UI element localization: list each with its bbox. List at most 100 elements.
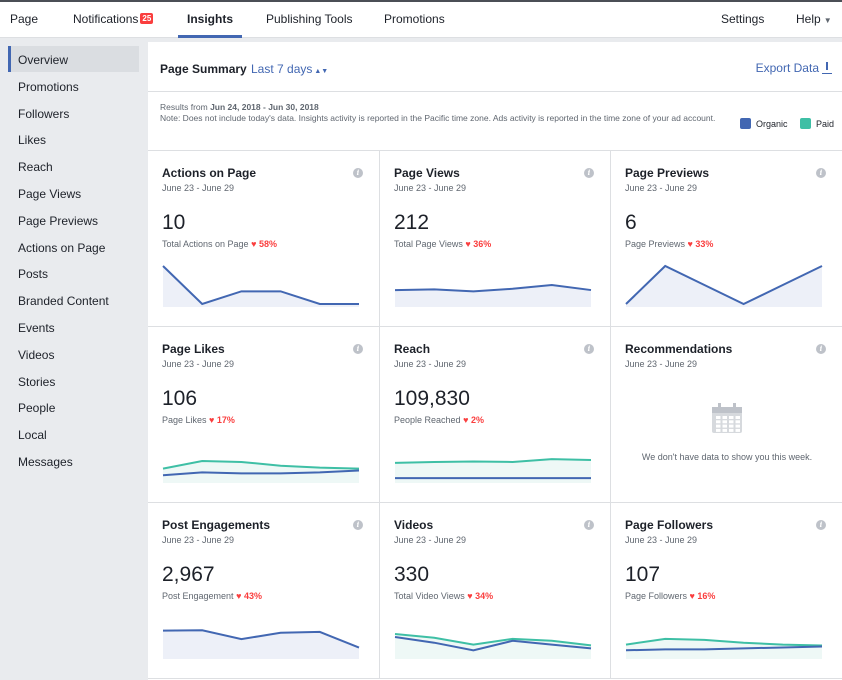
card-actions-on-page[interactable]: Actions on Page June 23 - June 29 i 10 Total… xyxy=(148,151,380,327)
metric-delta: ♥ 2% xyxy=(463,415,484,425)
paid-series-line xyxy=(162,459,360,470)
export-data-button[interactable]: Export Data xyxy=(756,61,832,75)
info-icon[interactable]: i xyxy=(816,168,826,178)
card-reach[interactable]: Reach June 23 - June 29 i 109,830 People Rea… xyxy=(380,327,611,503)
card-date-range: June 23 - June 29 xyxy=(625,183,698,193)
organic-series-line xyxy=(625,645,823,652)
page-summary-header: Page Summary Last 7 days ▲▼ Export Data xyxy=(148,42,842,92)
paid-series-area xyxy=(163,461,359,483)
sidebar-item-events[interactable]: Events xyxy=(18,321,55,335)
sidebar-item-followers[interactable]: Followers xyxy=(18,106,70,121)
organic-series-line xyxy=(162,629,360,649)
card-date-range: June 23 - June 29 xyxy=(162,359,235,369)
nav-help-label: Help xyxy=(796,12,821,26)
metric-value: 109,830 xyxy=(394,387,470,410)
active-tab-indicator xyxy=(178,35,242,38)
card-date-range: June 23 - June 29 xyxy=(162,183,235,193)
sidebar-item-actions-on-page[interactable]: Actions on Page xyxy=(18,240,106,255)
metric-value: 330 xyxy=(394,563,430,586)
sparkline-chart xyxy=(162,265,359,307)
nav-notifications[interactable]: Notifications 25 xyxy=(73,12,154,26)
calendar-icon xyxy=(712,403,742,433)
card-title: Post Engagements xyxy=(162,518,271,532)
metric-value: 6 xyxy=(625,211,637,234)
organic-series-line xyxy=(394,636,592,652)
info-icon[interactable]: i xyxy=(353,344,363,354)
metric-label-text: Page Followers xyxy=(625,591,688,601)
card-page-likes[interactable]: Page Likes June 23 - June 29 i 106 Page Like… xyxy=(148,327,380,503)
card-post-engagements[interactable]: Post Engagements June 23 - June 29 i 2,967 P… xyxy=(148,503,380,679)
nav-insights[interactable]: Insights xyxy=(187,12,234,26)
metric-label: Total Page Views ♥ 36% xyxy=(394,239,491,249)
sidebar-item-overview[interactable]: Overview xyxy=(8,46,139,72)
sidebar-item-messages[interactable]: Messages xyxy=(18,455,73,469)
metric-delta-value: 43% xyxy=(243,591,262,601)
sparkline-chart xyxy=(162,459,360,483)
info-icon[interactable]: i xyxy=(584,344,594,354)
metric-delta-value: 34% xyxy=(475,591,494,601)
metric-delta-value: 2% xyxy=(470,415,484,425)
info-icon[interactable]: i xyxy=(816,344,826,354)
sidebar-item-page-previews[interactable]: Page Previews xyxy=(18,213,99,228)
nav-page[interactable]: Page xyxy=(10,12,39,26)
date-range-label: Last 7 days xyxy=(251,62,313,76)
sidebar-item-posts[interactable]: Posts xyxy=(18,267,49,282)
nav-settings[interactable]: Settings xyxy=(721,12,765,26)
organic-series-area xyxy=(163,630,359,659)
paid-series-line xyxy=(394,632,592,647)
card-recommendations[interactable]: Recommendations June 23 - June 29 i We don'… xyxy=(611,327,842,503)
results-note: Results from Jun 24, 2018 - Jun 30, 2018… xyxy=(160,102,720,124)
metric-label: Total Video Views ♥ 34% xyxy=(394,591,493,601)
sparkline-chart xyxy=(625,637,823,659)
info-icon[interactable]: i xyxy=(353,168,363,178)
metric-delta-value: 58% xyxy=(258,239,277,249)
card-page-views[interactable]: Page Views June 23 - June 29 i 212 Total Pag… xyxy=(380,151,611,327)
page-summary-title: Page Summary xyxy=(160,62,247,76)
nav-notifications-label: Notifications xyxy=(73,12,139,26)
card-videos[interactable]: Videos June 23 - June 29 i 330 Total Video V… xyxy=(380,503,611,679)
metric-label: People Reached ♥ 2% xyxy=(394,415,484,425)
card-date-range: June 23 - June 29 xyxy=(625,535,698,545)
info-icon[interactable]: i xyxy=(816,520,826,530)
paid-label: Paid xyxy=(815,119,834,129)
metric-label-text: People Reached xyxy=(394,415,461,425)
sidebar-item-promotions[interactable]: Promotions xyxy=(18,79,79,94)
down-arrow-icon: ♥ xyxy=(463,415,469,425)
metric-delta-value: 36% xyxy=(473,239,492,249)
card-page-followers[interactable]: Page Followers June 23 - June 29 i 107 Page … xyxy=(611,503,842,679)
metric-label-text: Total Actions on Page xyxy=(162,239,249,249)
metric-label-text: Total Video Views xyxy=(394,591,465,601)
card-title: Reach xyxy=(394,342,431,356)
card-page-previews[interactable]: Page Previews June 23 - June 29 i 6 Page Pre… xyxy=(611,151,842,327)
sidebar-item-page-views[interactable]: Page Views xyxy=(18,187,82,201)
metric-label: Page Likes ♥ 17% xyxy=(162,415,235,425)
organic-series-line xyxy=(162,265,359,306)
down-arrow-icon: ♥ xyxy=(689,591,695,601)
sidebar-item-likes[interactable]: Likes xyxy=(18,133,47,148)
info-icon[interactable]: i xyxy=(353,520,363,530)
metric-value: 212 xyxy=(394,211,430,234)
nav-publishing-tools[interactable]: Publishing Tools xyxy=(266,12,353,26)
sidebar-item-local[interactable]: Local xyxy=(18,428,47,443)
sparkline-chart xyxy=(162,629,360,659)
nav-help[interactable]: Help ▼ xyxy=(796,12,832,26)
main-panel: Page Summary Last 7 days ▲▼ Export Data R… xyxy=(148,42,842,680)
info-icon[interactable]: i xyxy=(584,168,594,178)
metric-delta: ♥ 58% xyxy=(251,239,277,249)
sidebar-item-people[interactable]: People xyxy=(18,401,56,416)
sidebar-item-reach[interactable]: Reach xyxy=(18,160,53,175)
info-icon[interactable]: i xyxy=(584,520,594,530)
paid-swatch xyxy=(799,118,811,129)
date-range-select[interactable]: Last 7 days ▲▼ xyxy=(251,62,328,76)
sidebar-item-stories[interactable]: Stories xyxy=(18,374,56,389)
nav-promotions[interactable]: Promotions xyxy=(384,12,445,26)
down-arrow-icon: ♥ xyxy=(209,415,215,425)
sidebar-item-branded-content[interactable]: Branded Content xyxy=(18,294,109,309)
metric-label-text: Page Previews xyxy=(625,239,686,249)
sidebar-item-videos[interactable]: Videos xyxy=(18,347,55,362)
organic-series-line xyxy=(162,469,360,477)
down-arrow-icon: ♥ xyxy=(251,239,257,249)
organic-label: Organic xyxy=(755,119,788,129)
organic-swatch xyxy=(739,118,751,129)
metric-delta-value: 17% xyxy=(216,415,235,425)
